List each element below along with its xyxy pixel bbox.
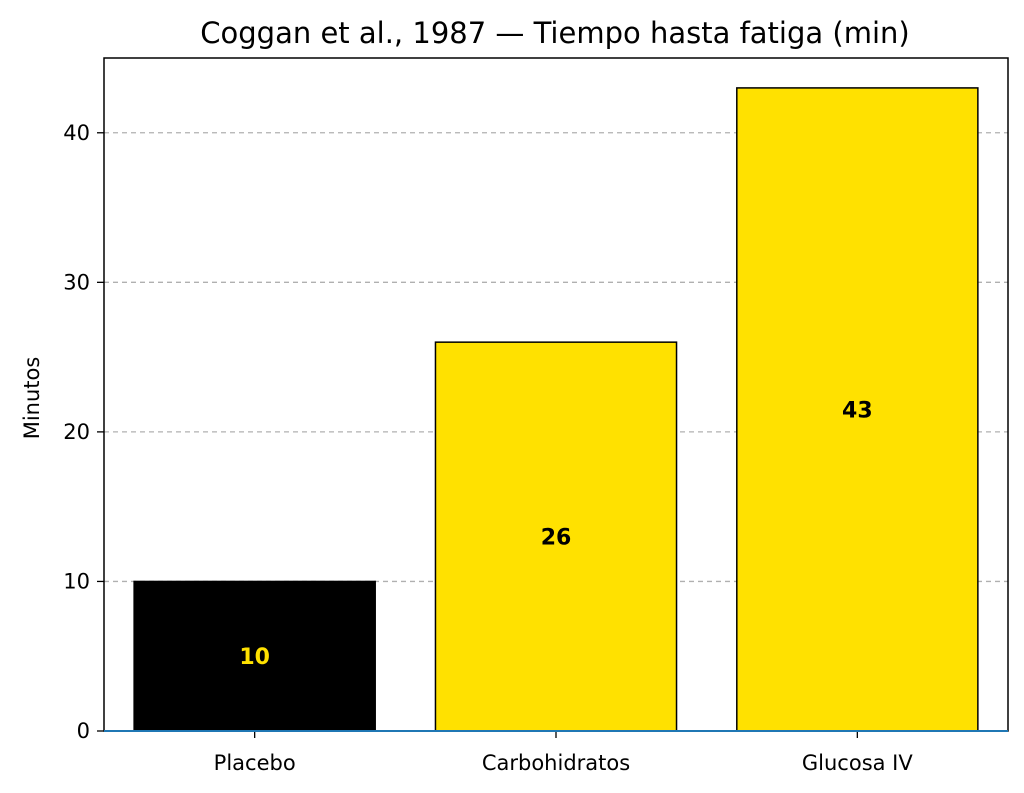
bars bbox=[133, 87, 979, 732]
y-tick-label: 40 bbox=[63, 121, 90, 145]
bar bbox=[133, 580, 376, 732]
bar-value-label: 10 bbox=[239, 645, 270, 670]
x-tick-label: Carbohidratos bbox=[482, 751, 630, 775]
x-tick-label: Glucosa IV bbox=[802, 751, 913, 775]
y-axis-label: Minutos bbox=[20, 357, 44, 440]
axes bbox=[97, 57, 1009, 738]
tick-labels: 0 10 20 30 40 Placebo Carbohidratos Glucosa IV bbox=[63, 121, 913, 775]
bar-value-label: 26 bbox=[541, 526, 572, 551]
y-tick-label: 20 bbox=[63, 420, 90, 444]
data-labels: 10 26 43 bbox=[239, 398, 872, 670]
y-tick-label: 10 bbox=[63, 569, 90, 593]
y-tick-label: 0 bbox=[77, 719, 90, 743]
bar bbox=[434, 341, 678, 732]
y-tick-label: 30 bbox=[63, 270, 90, 294]
bar bbox=[736, 87, 979, 732]
bar-value-label: 43 bbox=[842, 398, 873, 423]
chart-title: Coggan et al., 1987 — Tiempo hasta fatig… bbox=[200, 16, 909, 50]
x-tick-label: Placebo bbox=[214, 751, 296, 775]
